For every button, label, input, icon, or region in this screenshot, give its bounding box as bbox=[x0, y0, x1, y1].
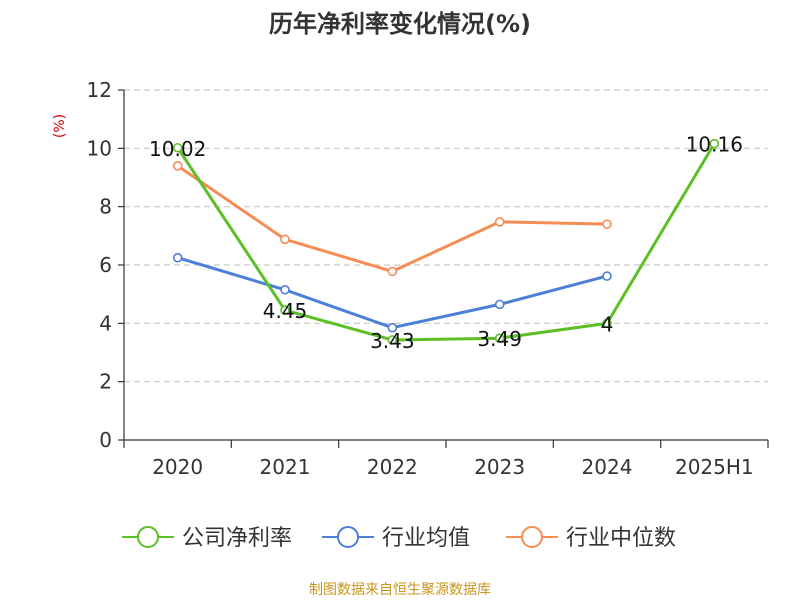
y-tick-label-10: 10 bbox=[87, 136, 112, 160]
series bbox=[172, 138, 720, 345]
series-0-point-2 bbox=[387, 335, 398, 345]
x-tick-label-5: 2025H1 bbox=[675, 455, 754, 479]
data-label-5: 10.16 bbox=[686, 133, 743, 157]
legend-item-1: 行业均值 bbox=[322, 526, 470, 551]
x-tick-label-4: 2024 bbox=[582, 455, 633, 479]
series-1-point-2 bbox=[387, 322, 398, 333]
legend: 公司净利率 行业均值 行业中位数 bbox=[122, 526, 676, 551]
series-2-point-3 bbox=[494, 217, 505, 227]
series-0-point-1 bbox=[280, 305, 290, 316]
y-tick-label-12: 12 bbox=[87, 78, 112, 102]
data-label-3: 3.49 bbox=[477, 327, 522, 351]
series-line-2 bbox=[176, 164, 609, 273]
legend-label-0: 公司净利率 bbox=[182, 526, 292, 551]
series-2-point-0 bbox=[172, 161, 183, 171]
y-axis-unit: (%) bbox=[52, 114, 68, 138]
data-label-4: 4 bbox=[601, 312, 614, 336]
y-tick-label-2: 2 bbox=[99, 370, 112, 394]
legend-item-2: 行业中位数 bbox=[506, 526, 676, 551]
y-tick-label-0: 0 bbox=[99, 428, 112, 452]
x-tick-label-3: 2023 bbox=[474, 455, 525, 479]
legend-swatch-marker-0 bbox=[137, 526, 159, 548]
data-labels: 10.02 4.45 3.43 3.49 4 10.16 bbox=[149, 133, 743, 353]
series-1-point-1 bbox=[280, 284, 290, 295]
series-0-point-5 bbox=[709, 138, 720, 149]
y-tick-label-4: 4 bbox=[99, 311, 112, 335]
data-label-1: 4.45 bbox=[263, 299, 308, 323]
data-label-0: 10.02 bbox=[149, 137, 206, 161]
legend-swatch-marker-2 bbox=[521, 526, 543, 548]
legend-label-2: 行业中位数 bbox=[566, 526, 676, 551]
source-note: 制图数据来自恒生聚源数据库 bbox=[309, 582, 491, 598]
y-tick-label-6: 6 bbox=[99, 253, 112, 277]
series-1-point-0 bbox=[172, 252, 183, 263]
x-tick-label-2: 2022 bbox=[367, 455, 418, 479]
series-0-point-0 bbox=[172, 142, 183, 153]
series-0-point-4 bbox=[602, 318, 612, 329]
legend-item-0: 公司净利率 bbox=[122, 526, 292, 551]
series-2-point-4 bbox=[602, 219, 612, 229]
series-1-point-4 bbox=[602, 271, 612, 281]
y-tick-label-8: 8 bbox=[99, 195, 112, 219]
chart-title: 历年净利率变化情况(%) bbox=[269, 10, 531, 38]
series-0-point-3 bbox=[494, 333, 505, 344]
axes: 0 2 4 6 8 10 12 2020 2021 2022 2023 2024 2025H1 bbox=[87, 78, 769, 479]
x-tick-label-0: 2020 bbox=[152, 455, 203, 479]
series-2-point-2 bbox=[387, 266, 398, 277]
series-2-point-1 bbox=[280, 234, 290, 245]
series-line-0 bbox=[176, 142, 716, 342]
series-1-point-3 bbox=[494, 299, 505, 310]
legend-label-1: 行业均值 bbox=[382, 526, 470, 551]
legend-swatch-marker-1 bbox=[337, 526, 359, 548]
grid bbox=[124, 89, 768, 383]
data-label-2: 3.43 bbox=[370, 329, 415, 353]
x-tick-label-1: 2021 bbox=[260, 455, 311, 479]
